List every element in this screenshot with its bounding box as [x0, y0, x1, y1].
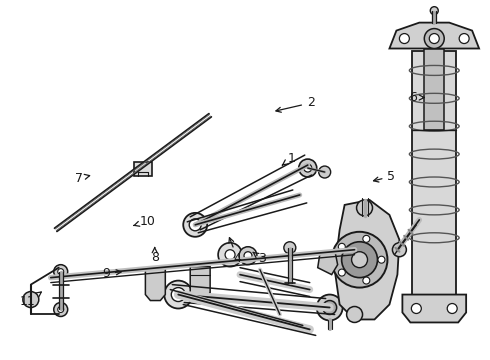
Circle shape: [317, 294, 343, 320]
Circle shape: [239, 247, 257, 265]
Polygon shape: [390, 23, 479, 49]
Circle shape: [338, 243, 345, 250]
Circle shape: [414, 214, 425, 226]
Circle shape: [323, 301, 337, 315]
Circle shape: [23, 292, 39, 307]
Circle shape: [346, 306, 363, 323]
Polygon shape: [146, 269, 165, 301]
Circle shape: [430, 7, 438, 15]
FancyBboxPatch shape: [134, 162, 152, 176]
Circle shape: [54, 265, 68, 279]
Circle shape: [392, 243, 406, 257]
Circle shape: [164, 280, 192, 309]
Circle shape: [318, 166, 331, 178]
Circle shape: [189, 219, 201, 231]
Text: 8: 8: [151, 247, 159, 264]
Circle shape: [327, 305, 333, 310]
Text: 2: 2: [276, 96, 315, 112]
Text: 10: 10: [134, 215, 155, 228]
Circle shape: [332, 232, 388, 288]
Circle shape: [299, 159, 317, 177]
Circle shape: [352, 252, 368, 268]
Circle shape: [58, 306, 64, 312]
Text: 9: 9: [102, 267, 121, 280]
Circle shape: [447, 303, 457, 314]
Text: 6: 6: [410, 91, 424, 104]
Circle shape: [172, 288, 185, 302]
Text: 5: 5: [373, 170, 395, 183]
Circle shape: [412, 303, 421, 314]
Circle shape: [459, 33, 469, 44]
Circle shape: [284, 242, 296, 254]
Circle shape: [183, 213, 207, 237]
Circle shape: [244, 252, 252, 260]
Circle shape: [424, 28, 444, 49]
Circle shape: [429, 33, 439, 44]
FancyBboxPatch shape: [413, 50, 456, 294]
Polygon shape: [318, 250, 338, 275]
Polygon shape: [402, 294, 466, 323]
Circle shape: [363, 277, 370, 284]
Circle shape: [225, 250, 235, 260]
Circle shape: [58, 269, 64, 275]
Text: 4: 4: [229, 238, 242, 265]
Text: 1: 1: [282, 152, 295, 165]
Circle shape: [357, 200, 372, 216]
Text: 7: 7: [75, 172, 90, 185]
Circle shape: [54, 302, 68, 316]
Circle shape: [363, 235, 370, 242]
Polygon shape: [335, 200, 399, 319]
Circle shape: [218, 243, 242, 267]
Circle shape: [399, 33, 409, 44]
FancyBboxPatch shape: [424, 49, 444, 130]
Circle shape: [338, 269, 345, 276]
Circle shape: [342, 242, 377, 278]
Circle shape: [304, 164, 312, 172]
Text: 3: 3: [253, 252, 266, 265]
Polygon shape: [190, 267, 210, 298]
Text: 11: 11: [20, 292, 41, 309]
Circle shape: [378, 256, 385, 263]
